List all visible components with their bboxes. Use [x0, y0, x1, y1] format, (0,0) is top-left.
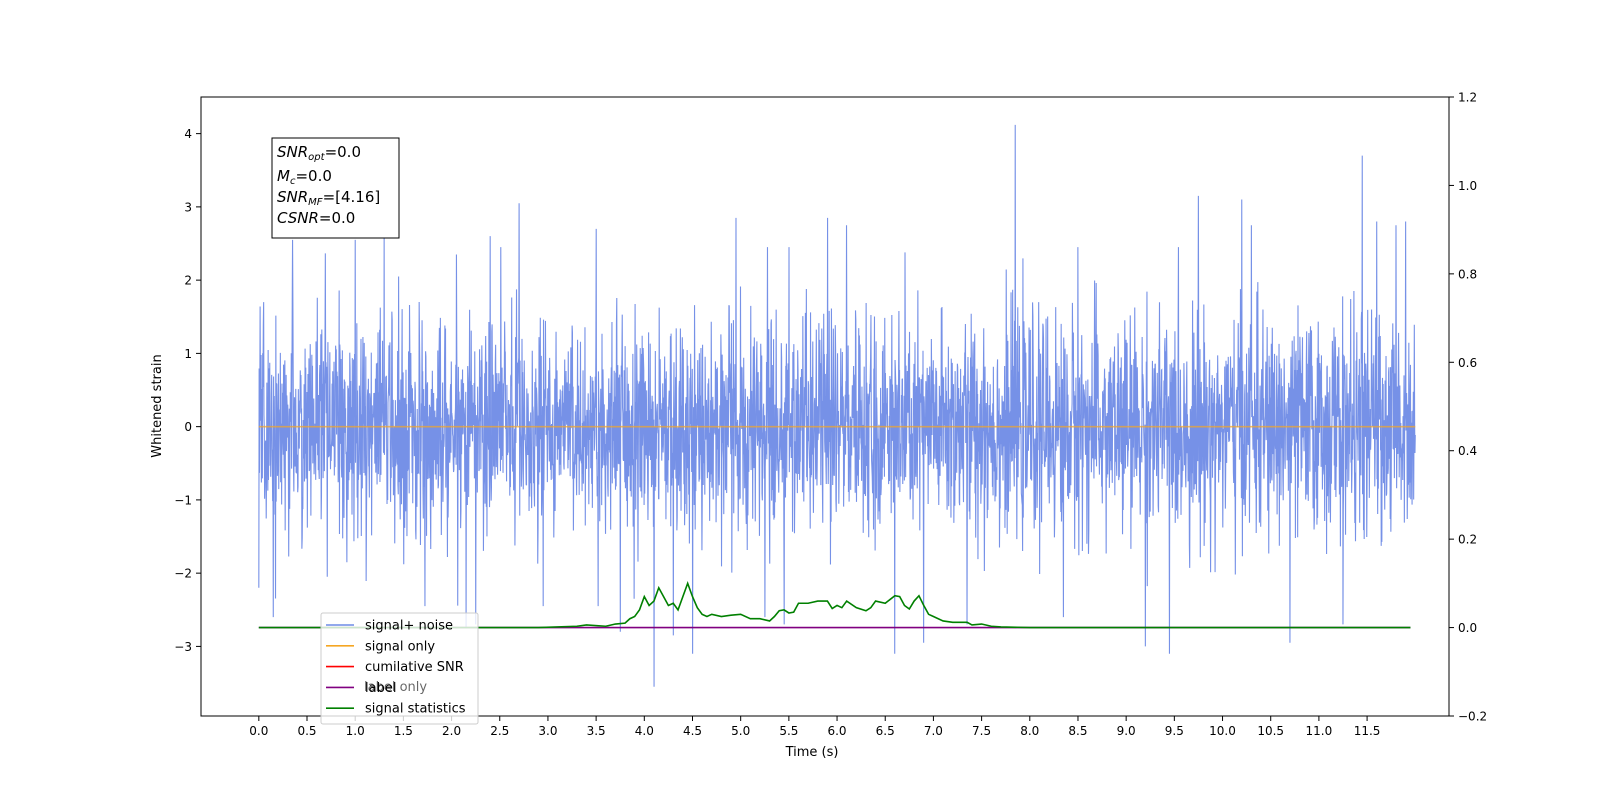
y-right-tick-label: 1.0 — [1458, 179, 1477, 193]
x-tick-label: 2.0 — [442, 724, 461, 738]
y-left-tick-label: 0 — [184, 420, 192, 434]
x-tick-label: 3.5 — [587, 724, 606, 738]
x-tick-label: 2.5 — [490, 724, 509, 738]
y-left-tick-label: −3 — [174, 640, 192, 654]
legend-frame — [320, 612, 479, 725]
annotation-line: SNRopt=0.0 — [277, 143, 361, 163]
legend-label-signal-statistics: signal statistics — [365, 702, 466, 717]
x-tick-label: 5.5 — [779, 724, 798, 738]
x-tick-label: 10.5 — [1257, 724, 1284, 738]
y-axis-label-left: Whitened strain — [150, 354, 165, 457]
x-tick-label: 4.5 — [683, 724, 702, 738]
y-right-tick-label: 0.8 — [1458, 267, 1477, 281]
y-left-tick-label: 2 — [184, 274, 192, 288]
legend-label-label: label — [365, 681, 396, 696]
y-left-tick-label: −1 — [174, 493, 192, 507]
x-axis-label: Time (s) — [785, 745, 839, 760]
y-right-tick-label: 1.2 — [1458, 91, 1477, 105]
y-right-tick-label: 0.6 — [1458, 356, 1477, 370]
x-tick-label: 5.0 — [731, 724, 750, 738]
x-tick-label: 1.5 — [394, 724, 413, 738]
annotation-line: CSNR=0.0 — [277, 209, 355, 227]
x-tick-label: 9.5 — [1165, 724, 1184, 738]
axes: 0.0 0.5 1.0 1.5 2.0 2.5 3.0 3.5 4.0 4.5 5.0 5.5 6.0 6… — [174, 91, 1487, 739]
x-tick-label: 4.0 — [635, 724, 654, 738]
y-left-tick-label: 3 — [184, 200, 192, 214]
y-right-tick-label: 0.2 — [1458, 533, 1477, 547]
legend-ghost-label: label only — [364, 680, 427, 695]
series-signal-noise — [258, 124, 1416, 687]
annotation-frame — [271, 137, 400, 239]
x-tick-label: 8.5 — [1068, 724, 1087, 738]
y-right-tick-label: −0.2 — [1458, 710, 1487, 724]
x-tick-label: 9.0 — [1117, 724, 1136, 738]
series-signal-statistics — [258, 581, 1411, 629]
y-right-tick-label: 0.4 — [1458, 444, 1477, 458]
legend: label only signal+ noise signal only cumila… — [320, 612, 479, 725]
y-right-tick-label: 0.0 — [1458, 621, 1477, 635]
x-tick-label: 8.0 — [1020, 724, 1039, 738]
x-tick-label: 0.0 — [249, 724, 268, 738]
plot-frame — [200, 96, 1450, 717]
y-left-tick-label: −2 — [174, 567, 192, 581]
y-left-tick-label: 1 — [184, 347, 192, 361]
annotation-line: SNRMF=[4.16] — [277, 188, 380, 208]
y-left-tick-label: 4 — [184, 127, 192, 141]
legend-label-signal-noise: signal+ noise — [365, 619, 453, 634]
x-tick-label: 11.0 — [1306, 724, 1333, 738]
x-tick-label: 6.5 — [876, 724, 895, 738]
annotation-line: Mc=0.0 — [277, 167, 332, 187]
legend-label-signal-only: signal only — [365, 639, 435, 654]
x-tick-label: 1.0 — [346, 724, 365, 738]
x-tick-label: 6.0 — [827, 724, 846, 738]
x-tick-label: 3.0 — [538, 724, 557, 738]
x-tick-label: 10.0 — [1209, 724, 1236, 738]
x-tick-label: 11.5 — [1354, 724, 1381, 738]
x-tick-label: 7.5 — [972, 724, 991, 738]
x-tick-label: 7.0 — [924, 724, 943, 738]
legend-label-cumilative-snr: cumilative SNR — [365, 660, 464, 675]
x-tick-label: 0.5 — [297, 724, 316, 738]
